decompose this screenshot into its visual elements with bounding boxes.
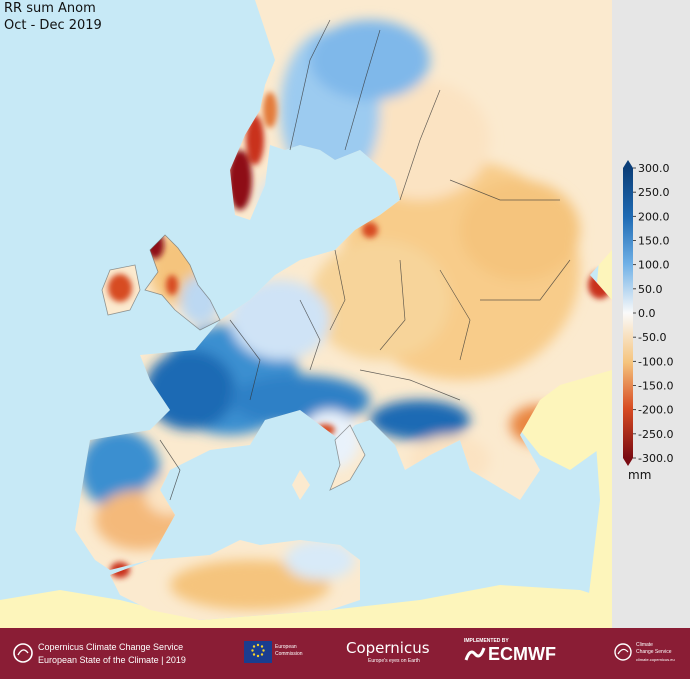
eu-label-1: European: [275, 644, 297, 650]
map-period: Oct - Dec 2019: [4, 18, 102, 33]
implemented-by-label: IMPLEMENTED BY: [464, 638, 509, 644]
c3s-url: climate.copernicus.eu: [636, 657, 675, 662]
colorbar-top-arrow: [623, 160, 633, 168]
colorbar-tick-label: -250.0: [638, 428, 673, 441]
colorbar-tick-label: 100.0: [638, 259, 670, 272]
c3s-logo-icon: [13, 643, 33, 663]
colorbar-tick-label: -150.0: [638, 380, 673, 393]
legend-panel: 300.0 250.0 200.0 150.0 100.0 50.0 0.0 -50.0 -10…: [612, 0, 690, 628]
copernicus-logo: Copernicus: [346, 639, 430, 657]
colorbar-tick-label: 250.0: [638, 186, 670, 199]
copernicus-tagline: Europe's eyes on Earth: [368, 658, 420, 664]
colorbar-tick-label: 200.0: [638, 210, 670, 223]
colorbar-tick-label: -300.0: [638, 452, 673, 465]
report-name: European State of the Climate | 2019: [38, 655, 186, 665]
service-name: Copernicus Climate Change Service: [38, 642, 184, 652]
colorbar-tick-label: -100.0: [638, 355, 673, 368]
climate-service-icon: [614, 643, 632, 661]
anomaly-map: [0, 0, 612, 628]
eu-flag-icon: [244, 641, 272, 663]
colorbar-tick-label: 50.0: [638, 283, 663, 296]
footer-banner: Copernicus Climate Change Service Europe…: [0, 628, 690, 679]
colorbar-tick-label: -200.0: [638, 404, 673, 417]
colorbar-gradient: [623, 168, 633, 458]
c3s-label-1: Climate: [636, 642, 653, 648]
map-title: RR sum Anom: [4, 1, 96, 16]
colorbar-tick-label: -50.0: [638, 331, 666, 344]
eu-label-2: Commission: [275, 651, 303, 657]
ecmwf-logo: ECMWF: [488, 644, 556, 664]
c3s-label-2: Change Service: [636, 649, 672, 655]
colorbar: 300.0 250.0 200.0 150.0 100.0 50.0 0.0 -50.0 -10…: [623, 160, 673, 466]
colorbar-tick-label: 150.0: [638, 235, 670, 248]
ecmwf-wave-icon: [464, 647, 486, 661]
colorbar-unit: mm: [628, 468, 652, 482]
colorbar-tick-label: 300.0: [638, 162, 670, 175]
colorbar-bottom-arrow: [623, 458, 633, 466]
colorbar-tick-label: 0.0: [638, 307, 656, 320]
